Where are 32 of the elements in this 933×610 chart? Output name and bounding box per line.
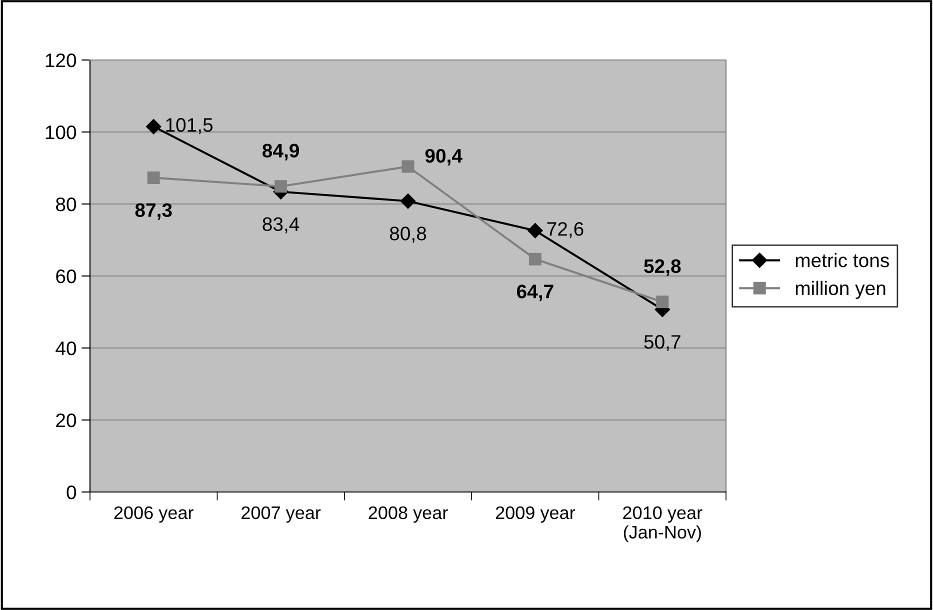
point bbox=[528, 252, 542, 266]
point bbox=[402, 160, 414, 173]
y-tick-label: 80 bbox=[56, 197, 76, 212]
y-tick-label: 100 bbox=[46, 125, 76, 140]
y-tick-label: 40 bbox=[56, 341, 76, 356]
data-label: 87,3 bbox=[135, 203, 172, 220]
x-tick-label: 2008 year bbox=[368, 506, 448, 523]
y-tick-label: 120 bbox=[46, 53, 76, 68]
data-label: 101,5 bbox=[166, 118, 213, 134]
y-tick-label: 20 bbox=[56, 413, 76, 428]
point bbox=[400, 194, 416, 209]
data-label: 72,6 bbox=[547, 222, 584, 238]
y-tick-label: 0 bbox=[66, 485, 76, 500]
point bbox=[274, 180, 288, 193]
data-label: 84,9 bbox=[262, 144, 300, 160]
data-label: 52,8 bbox=[644, 259, 681, 276]
data-label: 90,4 bbox=[425, 148, 462, 166]
point bbox=[528, 223, 543, 238]
x-tick-label: 2006 year bbox=[114, 506, 194, 523]
x-tick-label: 2009 year bbox=[496, 506, 576, 523]
point bbox=[146, 119, 162, 134]
data-label: 50,7 bbox=[644, 334, 680, 352]
x-tick-label: 2010 year (Jan-Nov) bbox=[623, 506, 702, 542]
y-tick-label: 60 bbox=[56, 269, 76, 284]
data-label: 83,4 bbox=[262, 217, 300, 234]
x-tick-label: 2007 year bbox=[242, 506, 321, 523]
point bbox=[147, 171, 160, 184]
legend-label: million yen bbox=[796, 280, 886, 299]
data-label: 80,8 bbox=[390, 226, 426, 243]
point bbox=[656, 296, 669, 308]
data-label: 64,7 bbox=[516, 284, 554, 302]
legend-label: metric tons bbox=[796, 253, 889, 268]
